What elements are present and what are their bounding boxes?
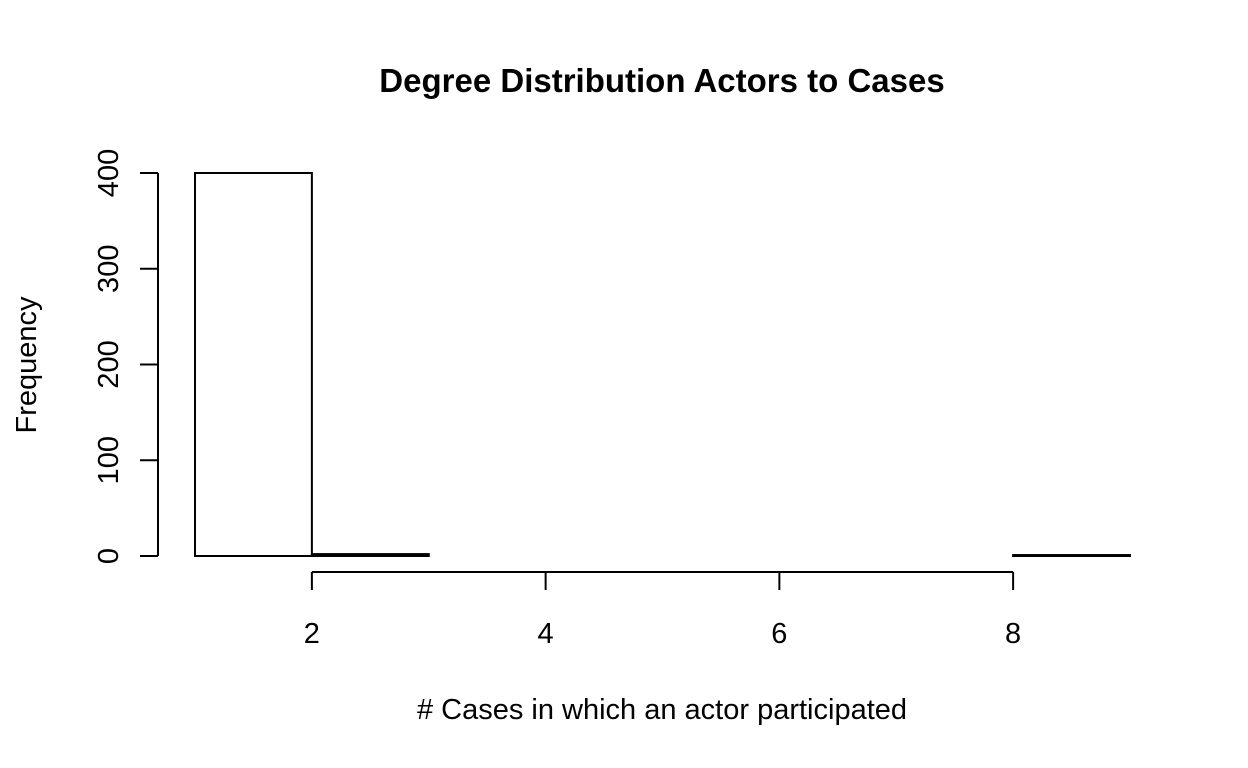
y-tick-label: 400 <box>93 149 125 197</box>
x-tick-label: 4 <box>538 618 554 650</box>
histogram-bar <box>310 553 430 558</box>
y-tick-label: 100 <box>93 436 125 484</box>
y-tick-label: 0 <box>93 548 125 564</box>
x-axis: 2 4 6 8 <box>304 571 1021 650</box>
y-tick-label: 200 <box>93 340 125 388</box>
chart-title: Degree Distribution Actors to Cases <box>379 62 944 99</box>
x-tick-label: 2 <box>304 618 320 650</box>
histogram-bar <box>194 172 313 557</box>
y-axis: 0 100 200 300 400 <box>93 149 159 564</box>
x-axis-label: # Cases in which an actor participated <box>417 694 907 726</box>
bars-group <box>194 172 1131 558</box>
x-tick-label: 8 <box>1005 618 1021 650</box>
y-tick-label: 300 <box>93 245 125 293</box>
y-axis-label: Frequency <box>11 296 43 434</box>
histogram-bar <box>1012 554 1131 557</box>
x-tick-label: 6 <box>771 618 787 650</box>
